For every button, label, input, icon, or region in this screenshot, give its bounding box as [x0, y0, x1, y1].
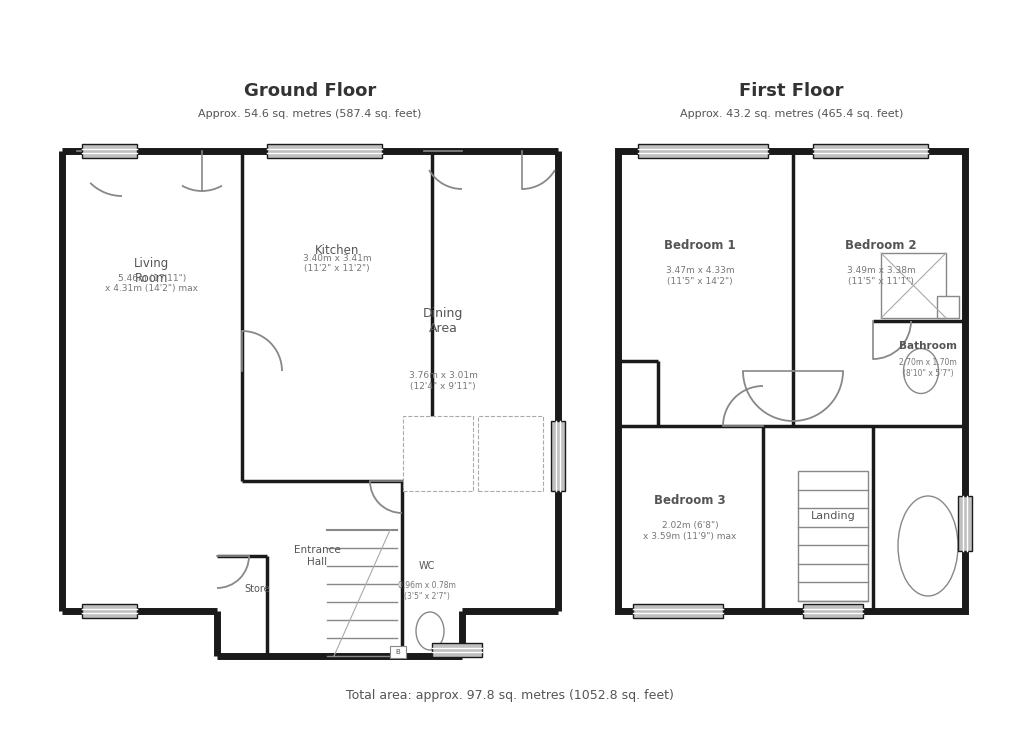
Bar [389, 646, 406, 658]
Bar [802, 604, 862, 618]
Text: 2.70m x 1.70m
(8'10" x 5'7"): 2.70m x 1.70m (8'10" x 5'7") [898, 359, 956, 378]
Text: Living
Room: Living Room [135, 257, 169, 285]
Text: Kitchen: Kitchen [315, 245, 359, 258]
Text: Approx. 43.2 sq. metres (465.4 sq. feet): Approx. 43.2 sq. metres (465.4 sq. feet) [679, 109, 902, 119]
Text: Bedroom 3: Bedroom 3 [653, 494, 726, 508]
Bar [82, 604, 137, 618]
Text: Store: Store [244, 584, 270, 594]
Bar [637, 144, 767, 158]
Bar [550, 421, 565, 491]
Bar [432, 643, 482, 657]
Bar [82, 144, 137, 158]
Ellipse shape [897, 496, 957, 596]
Bar [82, 604, 137, 618]
Bar [957, 496, 971, 551]
Bar [403, 416, 473, 491]
Bar [802, 604, 862, 618]
Text: Ground Floor: Ground Floor [244, 82, 376, 100]
Bar [637, 144, 767, 158]
Bar [936, 296, 958, 318]
Bar [880, 253, 945, 318]
Text: B: B [395, 649, 400, 655]
Polygon shape [62, 151, 557, 656]
Text: 2.02m (6'8")
x 3.59m (11'9") max: 2.02m (6'8") x 3.59m (11'9") max [643, 522, 736, 541]
Text: 5.46m (17'11")
x 4.31m (14'2") max: 5.46m (17'11") x 4.31m (14'2") max [105, 274, 199, 293]
Text: 3.76m x 3.01m
(12'4" x 9'11"): 3.76m x 3.01m (12'4" x 9'11") [409, 371, 477, 391]
Text: Dining
Area: Dining Area [423, 307, 463, 335]
Text: Entrance
Hall: Entrance Hall [293, 545, 340, 567]
Bar [267, 144, 382, 158]
Bar [550, 421, 565, 491]
Text: 3.40m x 3.41m
(11'2" x 11'2"): 3.40m x 3.41m (11'2" x 11'2") [303, 254, 371, 273]
Text: Bedroom 1: Bedroom 1 [663, 239, 735, 253]
Bar [432, 643, 482, 657]
Text: Bedroom 2: Bedroom 2 [845, 239, 916, 253]
Bar [82, 144, 137, 158]
Bar [797, 471, 867, 601]
Bar [957, 496, 971, 551]
Text: Bathroom: Bathroom [898, 341, 956, 351]
Text: WC: WC [419, 561, 435, 571]
Bar [633, 604, 722, 618]
Bar [618, 151, 964, 611]
Ellipse shape [903, 348, 937, 393]
Ellipse shape [416, 612, 443, 650]
Text: First Floor: First Floor [739, 82, 843, 100]
Text: 3.47m x 4.33m
(11'5" x 14'2"): 3.47m x 4.33m (11'5" x 14'2") [665, 266, 734, 286]
Bar [812, 144, 927, 158]
Text: Landing: Landing [810, 511, 855, 521]
Text: 0.96m x 0.78m
(3'5" x 2'7"): 0.96m x 0.78m (3'5" x 2'7") [397, 581, 455, 601]
Bar [633, 604, 722, 618]
Text: Approx. 54.6 sq. metres (587.4 sq. feet): Approx. 54.6 sq. metres (587.4 sq. feet) [198, 109, 421, 119]
Text: 3.49m x 3.38m
(11'5" x 11'1"): 3.49m x 3.38m (11'5" x 11'1") [846, 266, 914, 286]
Bar [478, 416, 542, 491]
Text: Total area: approx. 97.8 sq. metres (1052.8 sq. feet): Total area: approx. 97.8 sq. metres (105… [345, 689, 674, 702]
Bar [267, 144, 382, 158]
Bar [812, 144, 927, 158]
